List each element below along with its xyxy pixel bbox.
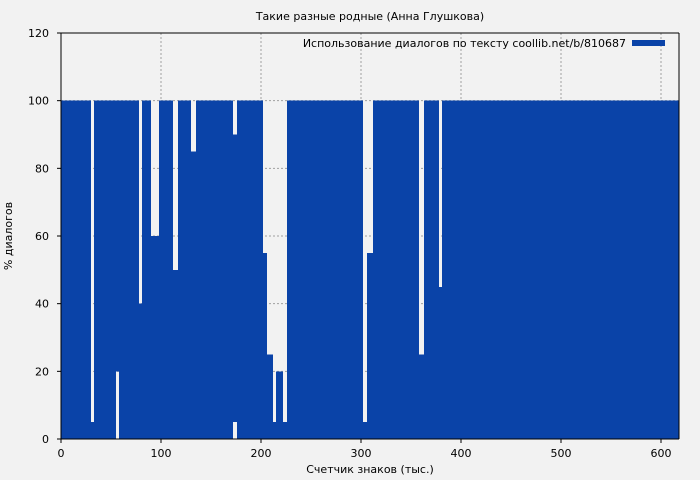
x-tick-label: 200	[251, 447, 272, 460]
y-tick-label: 120	[28, 27, 49, 40]
bar	[119, 100, 139, 440]
bar	[442, 100, 456, 440]
bar	[267, 354, 273, 439]
bar	[424, 100, 439, 440]
bar	[456, 100, 679, 440]
x-tick-label: 600	[651, 447, 672, 460]
bar	[263, 252, 267, 439]
legend: Использование диалогов по тексту coollib…	[303, 37, 665, 50]
bar	[94, 100, 116, 440]
legend-swatch	[632, 40, 665, 46]
y-tick-label: 100	[28, 95, 49, 108]
bar	[439, 286, 442, 439]
bar	[142, 100, 151, 440]
y-tick-label: 40	[35, 298, 49, 311]
bar	[273, 422, 276, 439]
bar	[283, 422, 287, 439]
bar	[173, 269, 178, 439]
y-axis-ticks: 0 20 40 60 80 100 120	[28, 27, 61, 446]
bar	[91, 422, 94, 439]
bar	[116, 100, 119, 372]
bar	[287, 100, 363, 440]
x-axis-title: Счетчик знаков (тыс.)	[306, 463, 434, 476]
bar	[61, 100, 91, 440]
bar	[196, 100, 233, 440]
x-tick-label: 500	[551, 447, 572, 460]
y-axis-title: % диалогов	[2, 202, 15, 270]
bar	[151, 236, 159, 439]
y-tick-label: 0	[42, 433, 49, 446]
bar	[237, 100, 263, 440]
bar	[191, 151, 196, 439]
x-tick-label: 300	[351, 447, 372, 460]
legend-label: Использование диалогов по тексту coollib…	[303, 37, 626, 50]
y-tick-label: 80	[35, 162, 49, 175]
bar	[178, 100, 191, 440]
bar	[367, 252, 373, 439]
x-tick-label: 400	[451, 447, 472, 460]
y-tick-label: 60	[35, 230, 49, 243]
bar	[139, 303, 142, 439]
bar	[276, 371, 283, 439]
bar	[373, 100, 419, 440]
data-series	[61, 100, 679, 440]
y-tick-label: 20	[35, 365, 49, 378]
x-tick-label: 100	[151, 447, 172, 460]
x-axis-ticks: 0 100 200 300 400 500 600	[58, 439, 672, 460]
bar	[159, 100, 173, 440]
bar	[419, 354, 424, 439]
x-tick-label: 0	[58, 447, 65, 460]
bar	[233, 134, 237, 423]
bar	[363, 422, 367, 439]
chart-title: Такие разные родные (Анна Глушкова)	[255, 10, 484, 23]
